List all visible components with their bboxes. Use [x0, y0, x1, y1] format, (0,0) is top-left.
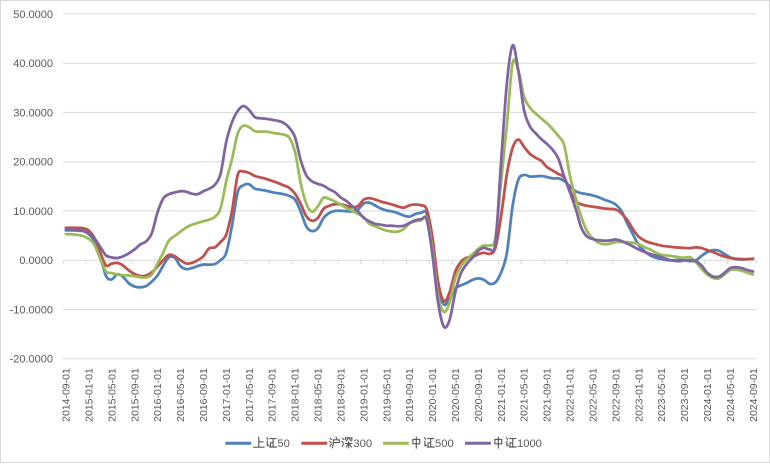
- svg-text:2023-05-01: 2023-05-01: [656, 368, 668, 422]
- svg-text:2015-01-01: 2015-01-01: [84, 368, 96, 422]
- svg-text:2015-05-01: 2015-05-01: [106, 368, 118, 422]
- svg-text:2020-05-01: 2020-05-01: [450, 368, 462, 422]
- svg-text:2020-01-01: 2020-01-01: [427, 368, 439, 422]
- svg-text:2018-05-01: 2018-05-01: [313, 368, 325, 422]
- svg-text:2024-05-01: 2024-05-01: [725, 368, 737, 422]
- svg-text:2017-01-01: 2017-01-01: [221, 368, 233, 422]
- svg-text:50: 50: [277, 438, 289, 450]
- svg-text:30.0000: 30.0000: [13, 107, 53, 119]
- svg-text:300: 300: [353, 438, 372, 450]
- svg-text:2021-01-01: 2021-01-01: [496, 368, 508, 422]
- svg-text:2021-05-01: 2021-05-01: [519, 368, 531, 422]
- svg-text:2019-05-01: 2019-05-01: [381, 368, 393, 422]
- svg-text:2016-01-01: 2016-01-01: [152, 368, 164, 422]
- svg-text:2023-09-01: 2023-09-01: [679, 368, 691, 422]
- svg-text:2017-05-01: 2017-05-01: [244, 368, 256, 422]
- svg-text:2016-09-01: 2016-09-01: [198, 368, 210, 422]
- svg-text:2017-09-01: 2017-09-01: [267, 368, 279, 422]
- svg-text:2020-09-01: 2020-09-01: [473, 368, 485, 422]
- svg-text:20.0000: 20.0000: [13, 157, 53, 169]
- svg-text:2019-09-01: 2019-09-01: [404, 368, 416, 422]
- svg-text:1000: 1000: [517, 438, 542, 450]
- svg-text:2024-01-01: 2024-01-01: [702, 368, 714, 422]
- svg-text:2022-01-01: 2022-01-01: [565, 368, 577, 422]
- svg-text:2015-09-01: 2015-09-01: [129, 368, 141, 422]
- svg-text:2023-01-01: 2023-01-01: [633, 368, 645, 422]
- svg-text:10.0000: 10.0000: [13, 206, 53, 218]
- svg-text:2014-09-01: 2014-09-01: [61, 368, 73, 422]
- svg-text:2022-05-01: 2022-05-01: [588, 368, 600, 422]
- svg-text:2024-09-01: 2024-09-01: [748, 368, 760, 422]
- svg-text:500: 500: [435, 438, 454, 450]
- svg-text:2022-09-01: 2022-09-01: [610, 368, 622, 422]
- svg-text:2018-09-01: 2018-09-01: [336, 368, 348, 422]
- svg-text:0.0000: 0.0000: [19, 255, 53, 267]
- svg-text:2016-05-01: 2016-05-01: [175, 368, 187, 422]
- svg-text:2021-09-01: 2021-09-01: [542, 368, 554, 422]
- svg-text:50.0000: 50.0000: [13, 9, 53, 21]
- svg-text:-10.0000: -10.0000: [10, 304, 53, 316]
- svg-text:40.0000: 40.0000: [13, 58, 53, 70]
- svg-text:-20.0000: -20.0000: [10, 354, 53, 366]
- svg-text:2018-01-01: 2018-01-01: [290, 368, 302, 422]
- svg-text:2019-01-01: 2019-01-01: [358, 368, 370, 422]
